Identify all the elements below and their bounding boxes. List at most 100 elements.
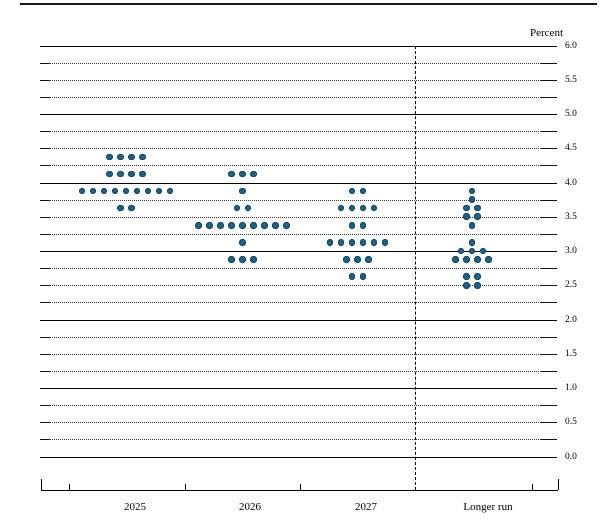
gridline-dotted <box>49 285 541 287</box>
projection-dot <box>463 273 470 280</box>
gridline-left-dash <box>40 336 49 338</box>
projection-dot <box>337 239 345 246</box>
projection-dot <box>144 187 152 195</box>
gridline-left-dash <box>40 268 49 270</box>
projection-dot <box>117 170 124 178</box>
projection-dot <box>250 170 257 178</box>
gridline-right-dash <box>541 285 557 287</box>
projection-dot <box>468 187 476 195</box>
projection-dot <box>239 187 246 195</box>
x-axis-tick <box>532 483 533 490</box>
projection-dot <box>228 170 235 178</box>
projection-dot <box>348 239 356 246</box>
projection-dot <box>128 153 135 161</box>
projection-dot <box>359 204 367 212</box>
projection-dot <box>468 196 476 203</box>
gridline-solid <box>40 114 557 115</box>
gridline-solid <box>40 456 557 458</box>
gridline-right-dash <box>541 199 557 201</box>
gridline-dotted <box>49 79 541 81</box>
projection-dot <box>359 239 367 246</box>
projection-dot <box>239 256 246 263</box>
gridline-left-dash <box>40 131 49 133</box>
gridline-dotted <box>49 336 541 338</box>
gridline-dotted <box>49 422 541 424</box>
projection-dot <box>359 222 367 229</box>
projection-dot <box>206 222 213 229</box>
gridline-left-dash <box>40 216 49 218</box>
projection-dot <box>122 187 130 195</box>
projection-dot <box>474 281 481 289</box>
projection-dot <box>111 187 119 195</box>
gridline-right-dash <box>541 216 557 218</box>
projection-dot <box>452 256 459 263</box>
y-axis-tick-label: 1.0 <box>565 383 577 393</box>
x-axis-category-label: Longer run <box>463 501 513 513</box>
y-axis-tick-label: 4.0 <box>565 177 577 188</box>
gridline-right-dash <box>541 131 557 133</box>
gridline-left-dash <box>40 405 49 407</box>
projection-dot <box>474 256 481 263</box>
projection-dot <box>117 204 124 212</box>
gridline-right-dash <box>541 370 557 372</box>
gridline-right-dash <box>541 336 557 338</box>
projection-dot <box>239 170 246 178</box>
projection-dot <box>100 187 108 195</box>
projection-dot <box>272 222 279 229</box>
projection-dot <box>468 222 476 229</box>
projection-dot <box>468 239 476 246</box>
y-axis-tick-label: 2.5 <box>565 280 577 291</box>
gridline-left-dash <box>40 148 49 150</box>
projection-dot <box>166 187 174 195</box>
x-axis-tick <box>69 483 70 490</box>
projection-dot <box>283 222 290 229</box>
gridline-right-dash <box>541 268 557 270</box>
gridline-solid <box>40 388 557 389</box>
projection-dot <box>468 247 476 255</box>
gridline-dotted <box>49 216 541 218</box>
projection-dot <box>463 281 470 289</box>
projection-dot <box>348 222 356 229</box>
y-axis-tick-label: 0.0 <box>565 451 577 462</box>
projection-dot <box>106 153 113 161</box>
x-axis-category-label: 2025 <box>124 501 146 513</box>
projection-dot <box>244 204 252 212</box>
gridline-right-dash <box>541 148 557 150</box>
gridline-dotted <box>49 96 541 98</box>
gridline-solid <box>40 45 557 47</box>
projection-dot <box>474 273 481 280</box>
longer-run-separator-line <box>415 45 416 490</box>
x-axis-tick <box>558 479 559 490</box>
gridline-dotted <box>49 62 541 64</box>
gridline-left-dash <box>40 370 49 372</box>
projection-dot <box>463 256 470 263</box>
gridline-left-dash <box>40 422 49 424</box>
top-border-rule <box>20 3 597 5</box>
projection-dot <box>78 187 86 195</box>
gridline-dotted <box>49 370 541 372</box>
projection-dot <box>370 239 378 246</box>
gridline-right-dash <box>541 233 557 235</box>
projection-dot <box>128 204 135 212</box>
y-axis-tick-label: 2.0 <box>565 314 577 325</box>
y-axis-tick-label: 0.5 <box>565 417 577 428</box>
gridline-left-dash <box>40 233 49 235</box>
gridline-left-dash <box>40 199 49 201</box>
gridline-dotted <box>49 148 541 150</box>
gridline-dotted <box>49 233 541 235</box>
gridline-dotted <box>49 353 541 355</box>
x-axis-tick <box>300 483 301 490</box>
gridline-left-dash <box>40 62 49 64</box>
gridline-left-dash <box>40 165 49 167</box>
gridline-right-dash <box>541 405 557 407</box>
projection-dot <box>133 187 141 195</box>
projection-dot <box>359 187 367 195</box>
projection-dot <box>354 256 361 263</box>
projection-dot <box>365 256 372 263</box>
projection-dot <box>457 247 465 255</box>
projection-dot <box>195 222 202 229</box>
gridline-right-dash <box>541 302 557 304</box>
projection-dot <box>474 204 481 212</box>
gridline-solid <box>40 182 557 184</box>
